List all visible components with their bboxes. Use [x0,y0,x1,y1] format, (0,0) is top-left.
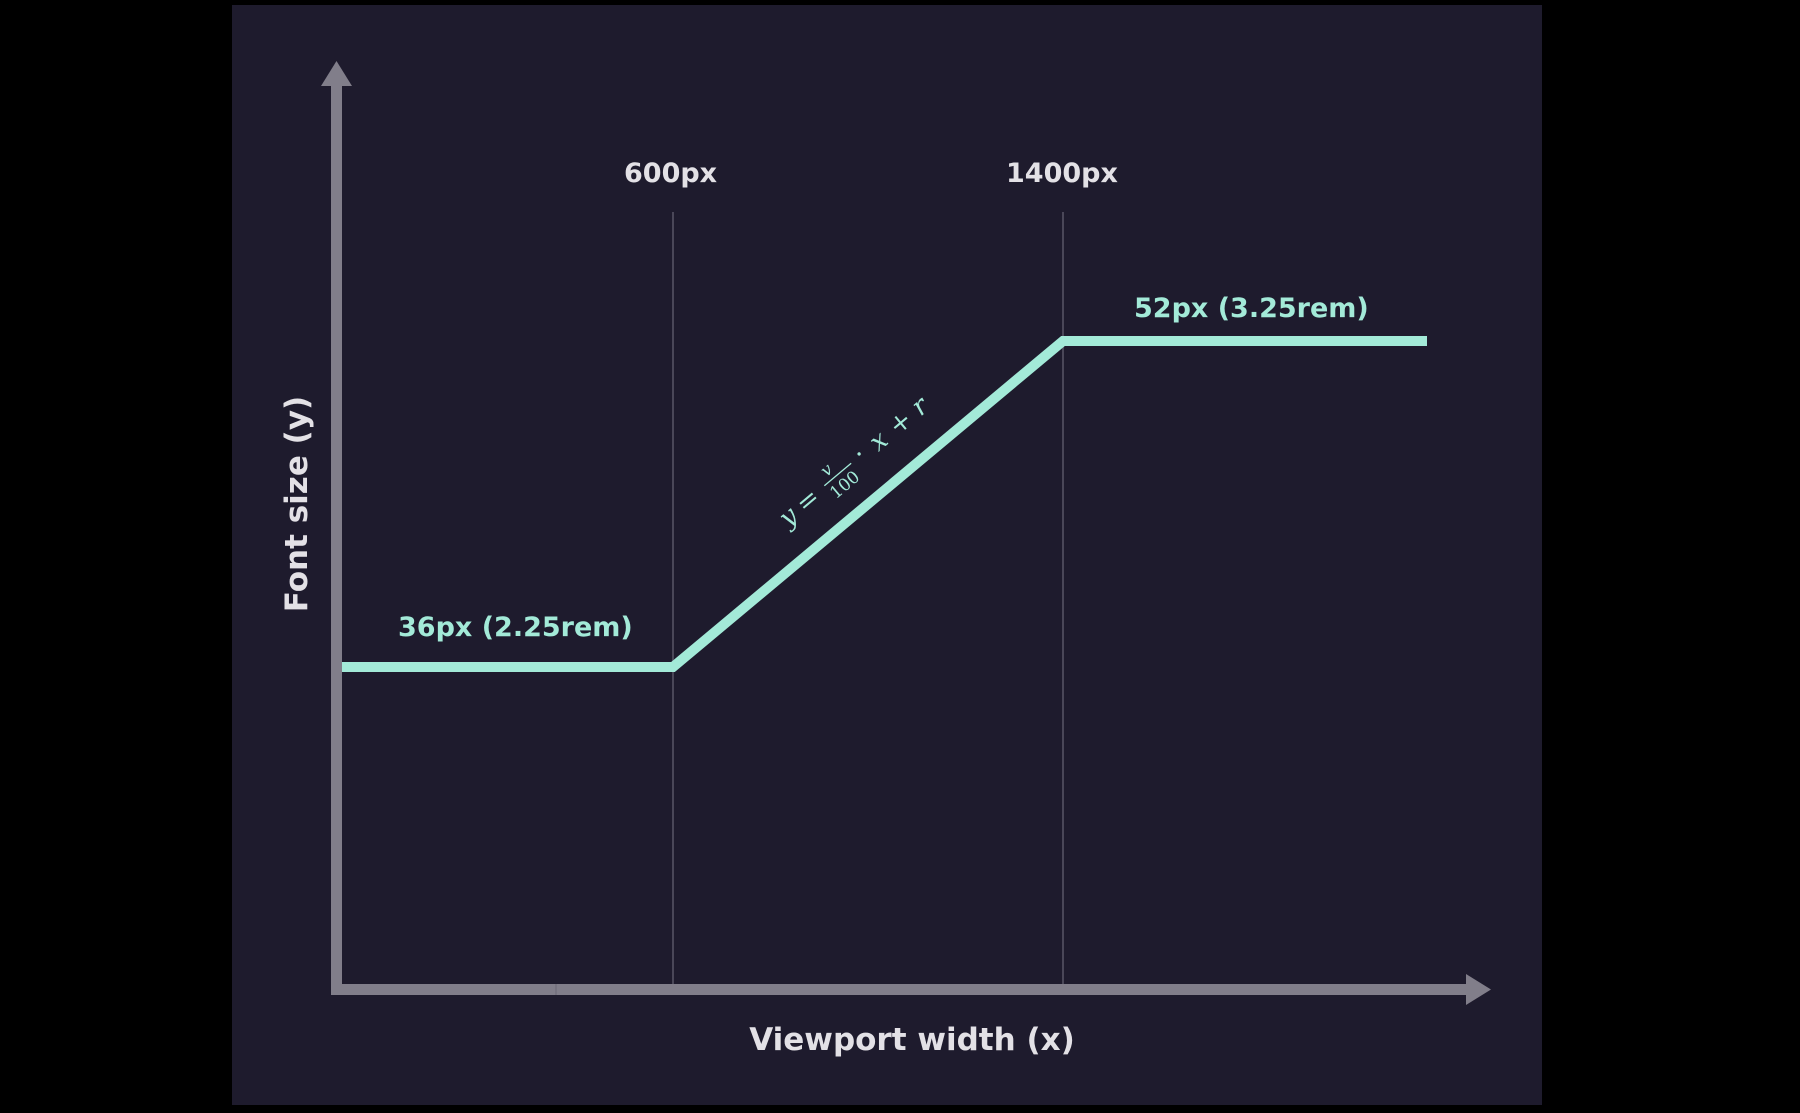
value-label-max: 52px (3.25rem) [1134,293,1369,324]
formula-x: x [864,425,895,458]
y-axis [321,61,352,995]
marker-label-600: 600px [624,158,717,189]
y-axis-title: Font size (y) [279,396,315,612]
formula-plus: + [883,404,919,441]
x-axis [331,974,1491,1005]
formula-equals: = [790,482,826,519]
marker-label-1400: 1400px [1006,158,1118,189]
y-axis-arrow-icon [321,61,352,86]
x-axis-title: Viewport width (x) [749,1022,1075,1058]
value-label-min: 36px (2.25rem) [398,612,633,643]
x-axis-arrow-icon [1466,974,1491,1005]
chart-panel [232,5,1542,1105]
formula-fraction-bar [823,462,852,487]
formula-dot: · [847,441,873,469]
font-size-line [342,336,1427,672]
